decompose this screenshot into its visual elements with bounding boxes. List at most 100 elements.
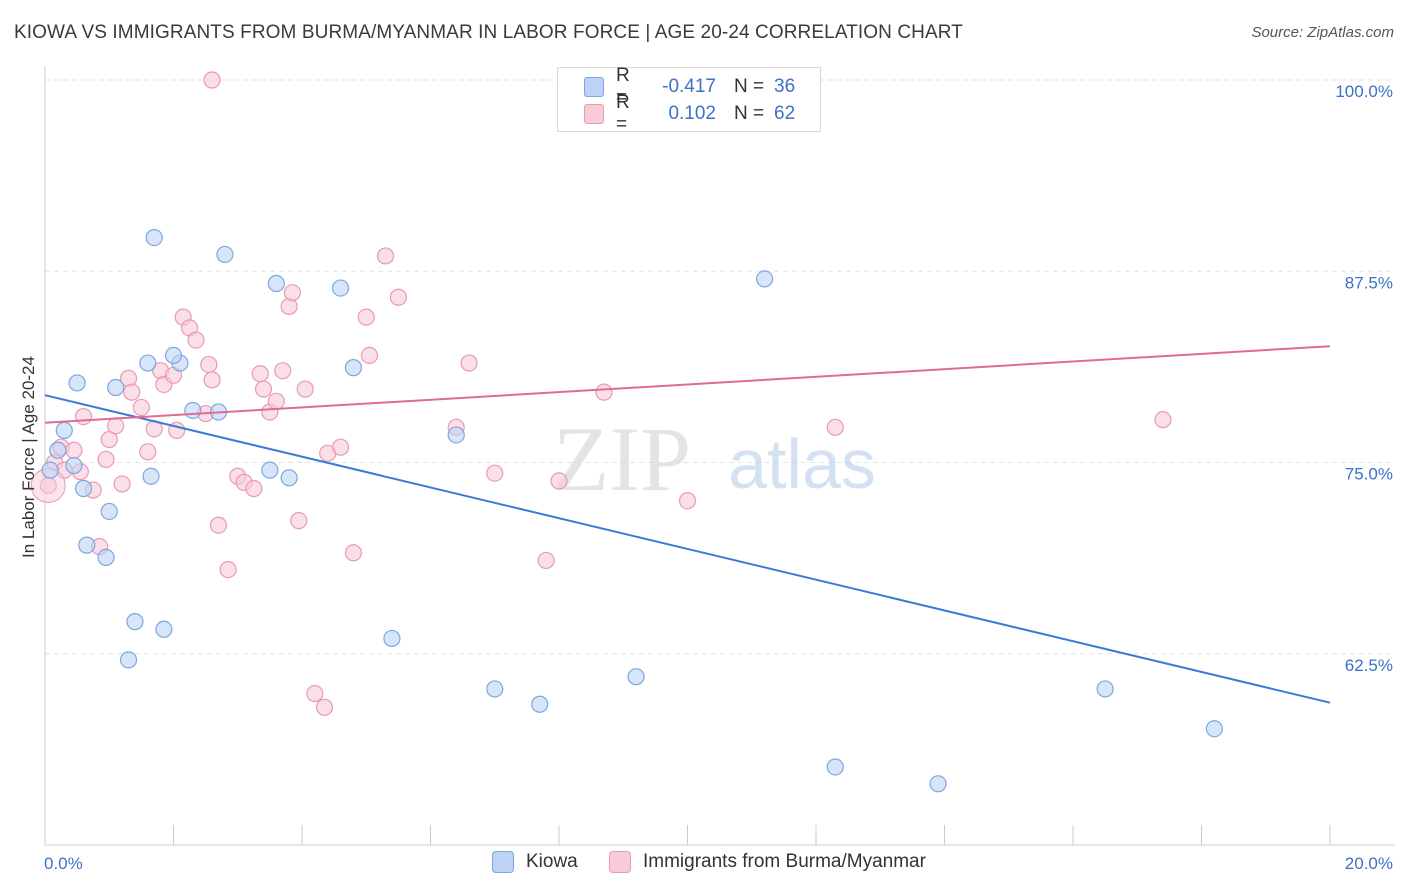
- burma-point: [306, 684, 324, 703]
- burma-point: [139, 443, 157, 461]
- legend-label-kiowa: Kiowa: [526, 851, 578, 872]
- burma-point: [74, 408, 93, 426]
- burma-point: [296, 380, 314, 398]
- burma-point: [595, 383, 613, 401]
- chart-title: KIOWA VS IMMIGRANTS FROM BURMA/MYANMAR I…: [14, 22, 963, 43]
- y-axis-label: In Labor Force | Age 20-24: [19, 356, 38, 558]
- kiowa-point: [447, 426, 465, 444]
- burma-point: [132, 398, 150, 417]
- kiowa-point: [78, 536, 96, 554]
- kiowa-point: [1096, 680, 1114, 698]
- kiowa-point: [97, 548, 115, 566]
- legend-r-label: R =: [616, 92, 630, 135]
- kiowa-point: [55, 421, 73, 439]
- kiowa-point: [49, 441, 67, 459]
- kiowa-point: [383, 629, 401, 648]
- kiowa-point: [164, 346, 183, 364]
- kiowa-point: [65, 456, 83, 475]
- legend-row-kiowa: R = -0.417 N = 36: [584, 65, 796, 108]
- legend-n-value: 62: [774, 103, 796, 124]
- burma-point: [344, 544, 362, 562]
- burma-point: [389, 288, 407, 306]
- legend-swatch-pink: [609, 851, 631, 873]
- x-tick-label: 0.0%: [44, 854, 83, 873]
- kiowa-point: [74, 479, 93, 498]
- series-burma-points: [30, 71, 1172, 716]
- kiowa-point: [331, 279, 350, 297]
- burma-point: [315, 698, 334, 716]
- burma-point: [826, 418, 844, 436]
- burma-point: [331, 438, 350, 456]
- series-legend: Kiowa Immigrants from Burma/Myanmar: [0, 851, 1406, 877]
- burma-point: [537, 551, 555, 570]
- legend-item-kiowa: Kiowa: [492, 851, 578, 873]
- y-tick-label: 87.5%: [1345, 273, 1393, 292]
- kiowa-point: [126, 613, 144, 631]
- burma-point: [486, 464, 504, 482]
- burma-point: [245, 479, 263, 498]
- kiowa-point: [280, 469, 298, 487]
- burma-point: [219, 560, 237, 579]
- kiowa-point: [139, 354, 157, 372]
- kiowa-point: [826, 758, 844, 776]
- burma-point: [274, 362, 292, 380]
- kiowa-point: [1205, 720, 1223, 738]
- legend-label-burma: Immigrants from Burma/Myanmar: [643, 851, 926, 872]
- legend-item-burma: Immigrants from Burma/Myanmar: [609, 851, 926, 873]
- burma-point: [678, 492, 697, 510]
- watermark-zip: ZIP: [553, 408, 691, 510]
- burma-point: [209, 516, 228, 534]
- kiowa-trend-line: [44, 394, 1331, 704]
- tick-labels: 62.5% 75.0% 87.5% 100.0% 0.0% 20.0%: [44, 82, 1393, 873]
- burma-point: [460, 354, 478, 372]
- burma-point: [357, 308, 375, 326]
- burma-point: [283, 284, 301, 302]
- y-tick-label: 62.5%: [1345, 656, 1393, 675]
- kiowa-point: [155, 620, 173, 638]
- trend-lines: [44, 345, 1331, 704]
- burma-point: [376, 247, 395, 265]
- burma-point: [254, 380, 273, 398]
- y-tick-label: 75.0%: [1345, 465, 1393, 484]
- burma-point: [267, 392, 285, 410]
- burma-point: [107, 417, 125, 435]
- kiowa-point: [531, 695, 549, 713]
- burma-point: [100, 430, 118, 449]
- legend-swatch-blue: [492, 851, 514, 873]
- kiowa-point: [142, 467, 160, 485]
- legend-r-value: 0.102: [668, 103, 716, 124]
- gridlines: [45, 79, 1395, 655]
- kiowa-point: [755, 270, 774, 288]
- legend-n-label: N =: [734, 76, 765, 97]
- burma-point: [203, 71, 221, 89]
- kiowa-point: [261, 461, 279, 479]
- x-tick-label: 20.0%: [1345, 854, 1393, 873]
- legend-r-value: -0.417: [662, 76, 716, 97]
- legend-n-value: 36: [774, 76, 796, 97]
- burma-point: [65, 441, 83, 459]
- kiowa-point: [344, 359, 362, 377]
- burma-point: [1154, 411, 1172, 429]
- stats-legend: R = -0.417 N = 36 R = 0.102 N = 62: [557, 65, 821, 135]
- kiowa-point: [184, 401, 202, 420]
- kiowa-point: [216, 245, 234, 264]
- watermark-atlas: atlas: [728, 425, 876, 503]
- kiowa-point: [486, 680, 504, 698]
- axes: [44, 66, 1395, 846]
- watermark: ZIP atlas: [553, 408, 876, 510]
- legend-swatch-pink: [584, 104, 604, 124]
- burma-point: [97, 450, 115, 469]
- kiowa-point: [68, 374, 86, 392]
- burma-point: [123, 383, 141, 401]
- kiowa-point: [100, 502, 118, 521]
- source-credit: Source: ZipAtlas.com: [1251, 24, 1394, 41]
- burma-point: [113, 475, 131, 493]
- kiowa-point: [107, 378, 125, 397]
- legend-row-burma: R = 0.102 N = 62: [584, 92, 796, 135]
- legend-r-label: R =: [616, 65, 630, 108]
- burma-point: [187, 331, 205, 349]
- kiowa-point: [41, 461, 59, 479]
- kiowa-point: [627, 668, 645, 686]
- burma-trend-line: [44, 345, 1331, 424]
